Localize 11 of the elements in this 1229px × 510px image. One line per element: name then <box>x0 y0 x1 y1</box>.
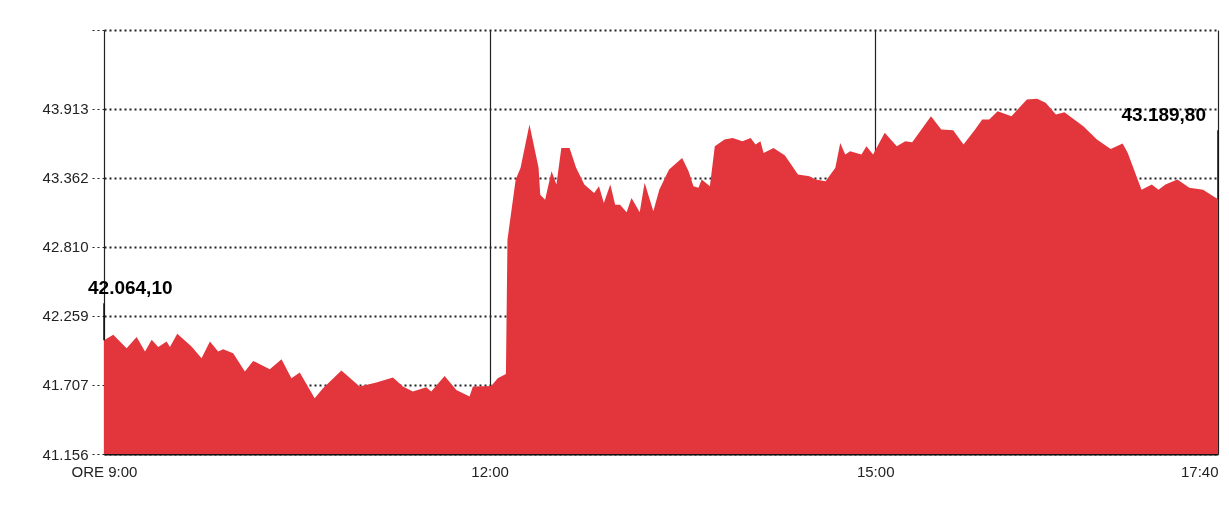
y-tick-label: 41.707 <box>42 376 89 394</box>
x-tick-label: ORE 9:00 <box>71 462 138 480</box>
y-tick-label: 41.156 <box>42 445 89 463</box>
y-tick-label: 43.362 <box>42 169 89 187</box>
x-tick-label: 15:00 <box>856 462 895 480</box>
y-tick-label: 42.810 <box>42 238 89 256</box>
y-tick-label: 42.259 <box>42 307 89 325</box>
x-tick-label: 17:40 <box>1180 462 1219 480</box>
annotation: 43.189,80 <box>1121 104 1206 126</box>
y-tick-label: 43.913 <box>42 100 89 118</box>
x-tick-label: 12:00 <box>471 462 509 480</box>
